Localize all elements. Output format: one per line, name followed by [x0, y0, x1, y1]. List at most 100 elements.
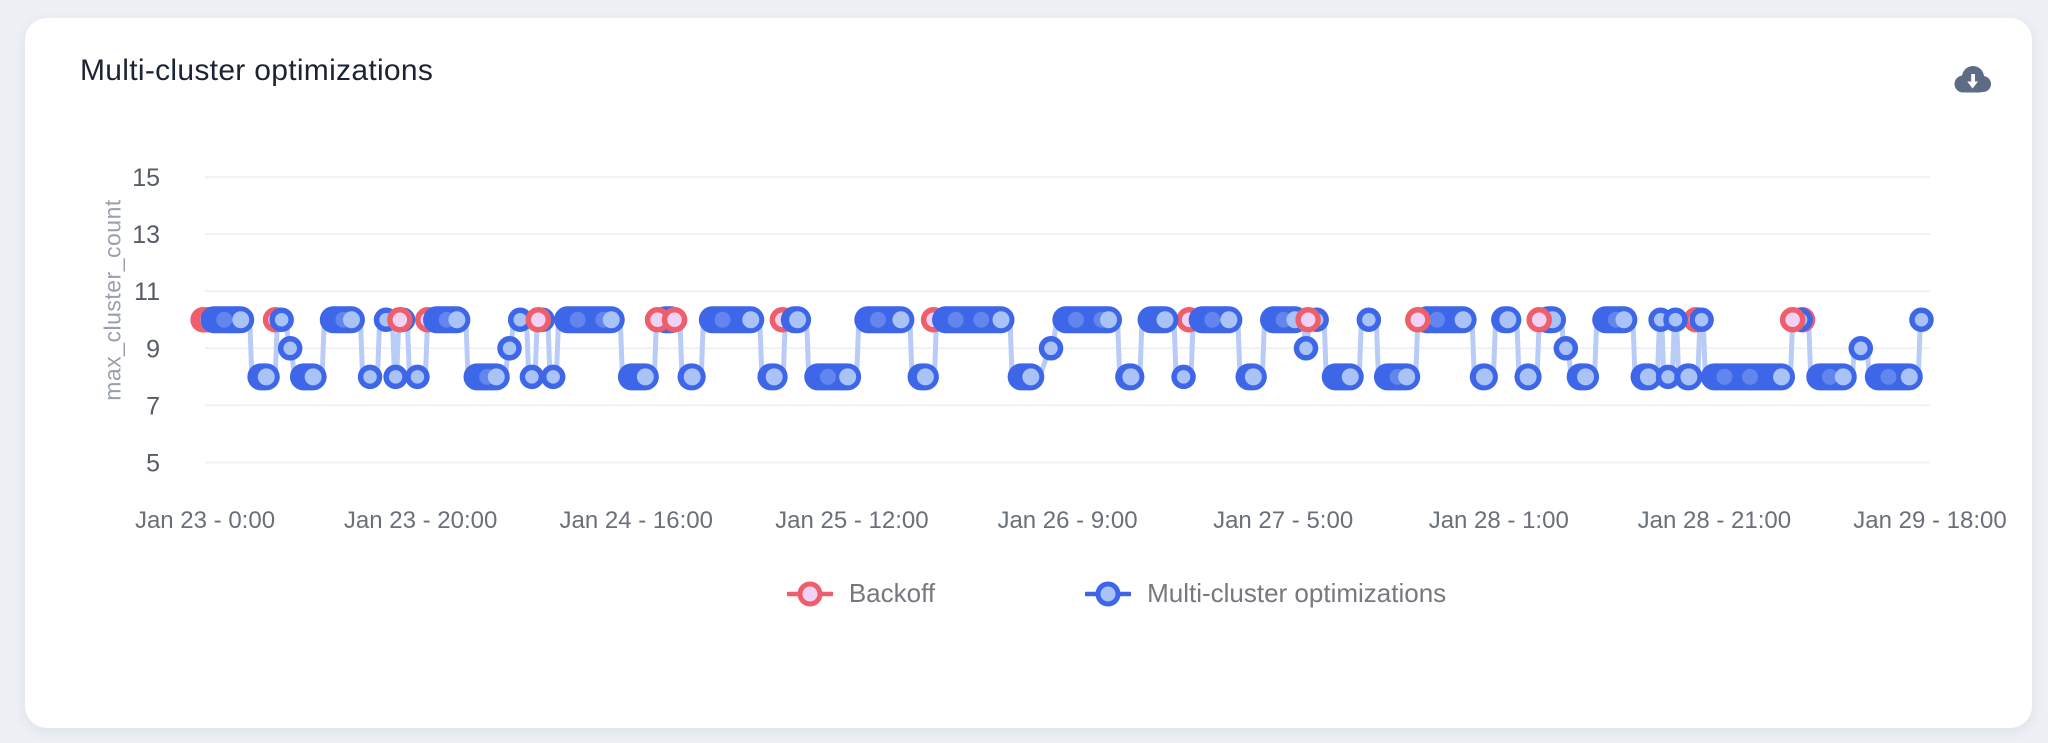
backoff-marker[interactable]: [525, 307, 552, 333]
data-point[interactable]: [357, 364, 383, 390]
data-point[interactable]: [497, 336, 522, 361]
data-point[interactable]: [1293, 336, 1319, 361]
end-marker-dot: [1834, 368, 1852, 386]
backoff-legend-marker-icon: [786, 581, 833, 606]
data-point[interactable]: [1848, 336, 1874, 361]
end-marker-dot: [916, 368, 934, 386]
backoff-markers-front[interactable]: [387, 307, 1806, 333]
end-marker-dot: [839, 368, 857, 386]
y-tick-label: 15: [132, 164, 160, 192]
end-marker-dot: [1680, 368, 1698, 386]
backoff-marker[interactable]: [1526, 307, 1552, 333]
end-marker-dot: [1454, 311, 1472, 329]
end-marker-dot: [1022, 368, 1040, 386]
end-marker-dot: [765, 368, 783, 386]
x-tick-label: Jan 25 - 12:00: [775, 507, 928, 534]
end-marker-dot: [1519, 368, 1537, 386]
end-marker-dot: [257, 368, 275, 386]
end-marker-dot: [1475, 368, 1493, 386]
end-marker-dot: [232, 311, 250, 329]
backoff-marker[interactable]: [1779, 307, 1806, 333]
inner-marker-dot: [1880, 368, 1897, 385]
end-marker-dot: [1900, 368, 1918, 386]
inner-marker-dot: [1068, 311, 1085, 328]
data-point[interactable]: [1909, 307, 1934, 332]
end-marker-dot: [602, 311, 620, 329]
y-axis-title: max_cluster_count: [99, 199, 126, 401]
x-tick-label: Jan 28 - 1:00: [1429, 507, 1569, 534]
backoff-marker[interactable]: [387, 307, 413, 333]
x-tick-label: Jan 23 - 0:00: [135, 507, 275, 534]
end-marker-dot: [1398, 368, 1416, 386]
end-marker-dot: [742, 311, 760, 329]
x-tick-label: Jan 28 - 21:00: [1638, 507, 1791, 534]
end-marker-dot: [1220, 311, 1238, 329]
end-marker-dot: [448, 311, 466, 329]
chart-card: Multi-cluster optimizations 15 13 11 9 7 5 Ja…: [25, 18, 2032, 728]
inner-marker-dot: [819, 368, 836, 385]
inner-marker-dot: [1716, 368, 1733, 385]
end-marker-dot: [1499, 311, 1517, 329]
x-tick-label: Jan 26 - 9:00: [997, 507, 1137, 534]
data-point[interactable]: [269, 307, 294, 332]
cloud-download-icon: [1954, 66, 1991, 93]
inner-marker-dot: [869, 311, 886, 328]
inner-marker-dot: [1428, 311, 1445, 328]
inner-marker-dot: [1821, 368, 1838, 385]
x-tick-labels: Jan 23 - 0:00 Jan 23 - 20:00 Jan 24 - 16:0…: [135, 507, 2007, 534]
chart-legend: Backoff Multi-cluster optimizations: [113, 578, 2048, 609]
backoff-marker[interactable]: [1295, 307, 1321, 333]
data-point[interactable]: [1356, 307, 1382, 332]
legend-label: Multi-cluster optimizations: [1147, 578, 1447, 608]
data-point[interactable]: [277, 336, 303, 361]
data-point[interactable]: [1553, 336, 1579, 361]
backoff-marker[interactable]: [1405, 307, 1431, 333]
multi-cluster-legend-marker-icon: [1085, 581, 1132, 606]
inner-marker-dot: [216, 311, 233, 328]
legend-label: Backoff: [848, 578, 936, 608]
download-button[interactable]: [1950, 62, 1996, 98]
data-point[interactable]: [383, 364, 408, 390]
x-tick-label: Jan 24 - 16:00: [560, 507, 713, 534]
x-tick-label: Jan 27 - 5:00: [1213, 507, 1353, 534]
end-marker-dot: [992, 311, 1010, 329]
y-tick-label: 7: [146, 392, 160, 420]
y-tick-label: 9: [146, 335, 160, 363]
inner-marker-dot: [1742, 368, 1759, 385]
end-marker-dot: [342, 311, 360, 329]
x-tick-label: Jan 29 - 18:00: [1853, 507, 2006, 534]
inner-marker-dot: [569, 311, 586, 328]
y-tick-label: 11: [134, 278, 160, 306]
end-marker-dot: [789, 311, 807, 329]
backoff-marker[interactable]: [661, 307, 688, 333]
end-marker-dot: [636, 368, 654, 386]
end-marker-dot: [487, 368, 505, 386]
gridlines: [205, 176, 1930, 464]
end-marker-dot: [1341, 368, 1359, 386]
inner-marker-dot: [947, 311, 964, 328]
data-point[interactable]: [1171, 364, 1196, 390]
x-tick-label: Jan 23 - 20:00: [344, 507, 497, 534]
end-marker-dot: [1639, 368, 1657, 386]
end-marker-dot: [683, 368, 701, 386]
card-title: Multi-cluster optimizations: [80, 54, 434, 87]
legend-item-multi-cluster[interactable]: Multi-cluster optimizations: [1085, 578, 1446, 609]
y-tick-labels: 15 13 11 9 7 5: [132, 164, 160, 478]
end-marker-dot: [1615, 311, 1633, 329]
data-point[interactable]: [405, 364, 430, 390]
data-point[interactable]: [519, 364, 545, 390]
data-point[interactable]: [540, 364, 566, 390]
end-marker-dot: [892, 311, 910, 329]
inner-marker-dot: [714, 311, 731, 328]
data-point[interactable]: [1689, 307, 1714, 332]
data-point[interactable]: [1663, 307, 1688, 332]
inner-marker-dot: [1204, 311, 1221, 328]
end-marker-dot: [1577, 368, 1595, 386]
end-marker-dot: [304, 368, 322, 386]
y-tick-label: 5: [146, 450, 160, 478]
data-point[interactable]: [1038, 336, 1064, 361]
multi-cluster-series[interactable]: [200, 306, 1934, 391]
legend-item-backoff[interactable]: Backoff: [786, 578, 936, 609]
inner-marker-dot: [973, 311, 990, 328]
